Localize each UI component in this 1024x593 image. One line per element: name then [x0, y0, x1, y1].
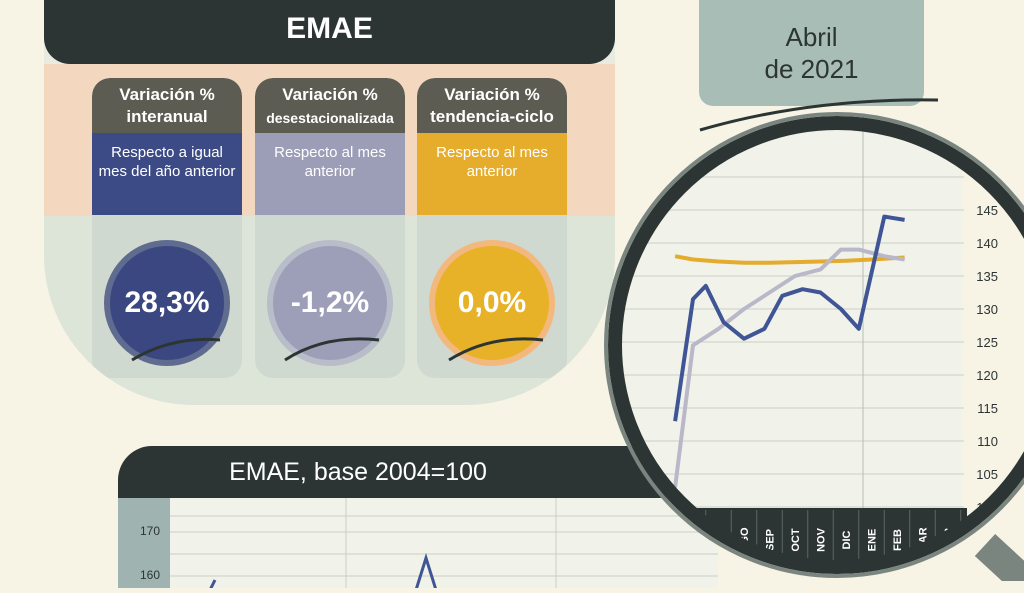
period-line2: de 2021: [764, 54, 859, 84]
series-line-1: [673, 214, 905, 422]
card-label-line1: Variación %: [119, 85, 215, 104]
x-tick-label: JUN: [688, 529, 700, 551]
value-circle: -1,2%: [267, 240, 393, 366]
bottom-series-line: [208, 579, 217, 591]
card-description-box: Respecto a igual mes del año anterior: [92, 133, 242, 215]
emae-summary-panel: EMAE Variación % interanual Respecto a i…: [44, 0, 615, 405]
x-tick-label: DIC: [841, 530, 853, 549]
y-tick-label: 135: [976, 269, 998, 284]
bottom-chart-area: [118, 498, 718, 591]
magnifier-ring: [608, 116, 1024, 574]
bottom-chart-panel: EMAE, base 2004=100 170 160: [118, 446, 718, 591]
x-tick-label: SEP: [765, 529, 777, 551]
card-description-box: Respecto al mes anterior: [417, 133, 567, 215]
magnifier-outer-ring: [604, 112, 1024, 578]
y-tick-label: 125: [976, 335, 998, 350]
swoosh-decoration: [131, 337, 221, 362]
card-description-box: Respecto al mes anterior: [255, 133, 405, 215]
card-description: Respecto al mes anterior: [436, 144, 548, 180]
card-description: Respecto al mes anterior: [274, 144, 386, 180]
series-line-3: [674, 254, 905, 265]
card-label-line2: desestacionalizada: [266, 110, 394, 126]
bottom-y-tick: 160: [140, 568, 161, 582]
x-tick-label: ENE: [867, 529, 879, 552]
swoosh-decoration: [284, 337, 380, 362]
tag-swoosh: [699, 98, 939, 132]
card-desestacionalizada: Variación % desestacionalizada Respecto …: [255, 78, 405, 378]
y-tick-label: 130: [976, 302, 998, 317]
bottom-chart-title: EMAE, base 2004=100: [229, 458, 487, 486]
card-description: Respecto a igual mes del año anterior: [98, 144, 236, 180]
card-label-line1: Variación %: [444, 85, 540, 104]
value-text: 28,3%: [124, 286, 210, 319]
chart-background: [615, 123, 1024, 567]
card-tendencia-ciclo: Variación % tendencia-ciclo Respecto al …: [417, 78, 567, 378]
y-tick-label: 115: [977, 401, 998, 416]
value-circle: 0,0%: [429, 240, 555, 366]
y-tick-label: 145: [976, 203, 998, 218]
y-tick-label: 140: [976, 236, 998, 251]
y-tick-label: 120: [976, 368, 998, 383]
card-header: Variación % tendencia-ciclo: [417, 78, 567, 133]
x-tick-label: FEB: [892, 529, 904, 551]
y-tick-label: 105: [976, 467, 998, 482]
value-text: 0,0%: [457, 286, 527, 319]
card-label-line1: Variación %: [282, 85, 378, 104]
emae-header: EMAE: [44, 0, 615, 64]
card-label-line2: interanual: [126, 107, 208, 126]
x-tick-label: OCT: [790, 528, 802, 552]
bottom-y-tick: 170: [140, 524, 161, 538]
swoosh-decoration: [448, 337, 544, 362]
magnifier-handle: [974, 533, 1024, 581]
card-header: Variación % desestacionalizada: [255, 78, 405, 133]
card-interanual: Variación % interanual Respecto a igual …: [92, 78, 242, 378]
x-tick-label: NOV: [816, 527, 828, 552]
value-text: -1,2%: [290, 286, 370, 319]
card-label-line2: tendencia-ciclo: [430, 107, 554, 126]
page-title: EMAE: [286, 12, 373, 45]
bottom-y-axis: 170 160: [118, 498, 170, 588]
card-header: Variación % interanual: [92, 78, 242, 133]
period-tag: Abril de 2021: [699, 0, 924, 106]
y-tick-label: 110: [977, 434, 998, 449]
period-line1: Abril: [785, 22, 838, 52]
series-line-2: [673, 247, 905, 488]
bottom-series-line: [414, 552, 438, 591]
